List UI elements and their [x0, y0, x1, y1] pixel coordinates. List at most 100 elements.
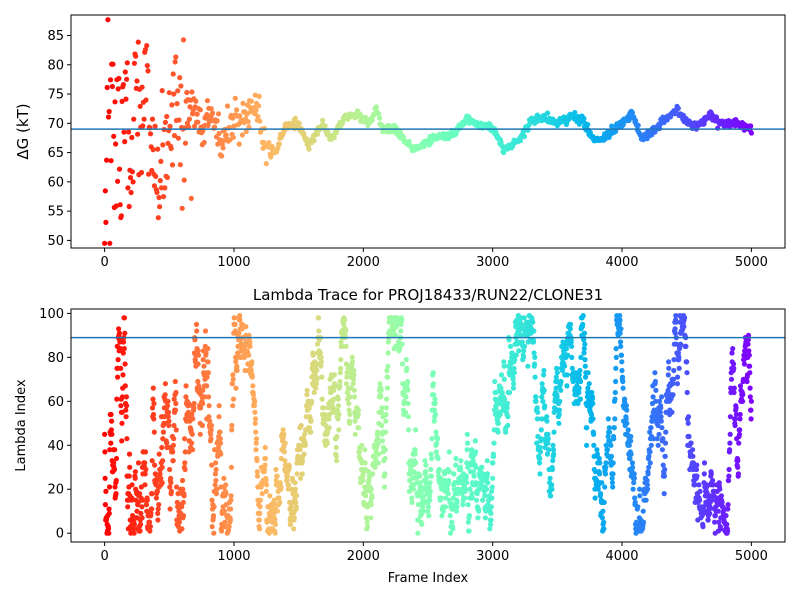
lambda-point — [532, 354, 538, 360]
lambda-point — [553, 374, 559, 380]
lambda-point — [620, 378, 626, 385]
lambda-point — [343, 343, 349, 349]
lambda-point — [217, 436, 223, 442]
lambda-point — [249, 374, 255, 380]
lambda-point — [308, 429, 314, 435]
lambda-point — [445, 491, 451, 497]
lambda-point — [420, 504, 426, 510]
lambda-point — [449, 519, 455, 525]
lambda-point — [569, 343, 575, 349]
dg-point-layer — [102, 17, 755, 246]
dg-point — [154, 189, 160, 195]
lambda-point — [231, 315, 238, 321]
dg-point — [141, 116, 147, 122]
lambda-chart-title: Lambda Trace for PROJ18433/RUN22/CLONE31 — [253, 286, 603, 304]
lambda-point — [423, 475, 429, 481]
lambda-point — [247, 339, 253, 345]
lambda-point — [419, 521, 425, 528]
lambda-point — [692, 482, 698, 488]
dg-point — [139, 84, 145, 90]
lambda-point — [229, 427, 235, 433]
lambda-point — [613, 378, 619, 385]
lambda-point — [267, 493, 273, 499]
lambda-point — [142, 449, 149, 455]
lambda-point — [553, 385, 559, 391]
dg-point — [128, 189, 134, 196]
lambda-point — [355, 411, 361, 418]
lambda-point — [143, 502, 150, 508]
lambda-point — [582, 341, 588, 347]
lambda-point — [427, 497, 433, 503]
lambda-point — [567, 321, 574, 327]
lambda-point — [712, 513, 719, 519]
lambda-point — [617, 317, 623, 323]
lambda-point — [617, 330, 623, 336]
lambda-point — [737, 427, 743, 433]
lambda-point — [495, 420, 501, 426]
lambda-point — [647, 460, 653, 466]
lambda-point — [158, 475, 164, 481]
lambda-point — [507, 343, 514, 349]
lambda-point — [490, 460, 496, 466]
lambda-point — [484, 458, 490, 464]
lambda-point — [655, 442, 661, 448]
lambda-point — [550, 458, 556, 464]
lambda-point — [612, 389, 618, 396]
dg-point — [602, 136, 608, 142]
lambda-point — [299, 471, 305, 477]
lambda-point — [575, 400, 581, 407]
lambda-point — [257, 497, 263, 503]
lambda-point — [469, 491, 475, 497]
lambda-point — [589, 394, 596, 400]
lambda-point — [601, 519, 607, 525]
lambda-point — [453, 462, 459, 468]
lambda-point — [737, 416, 743, 422]
lambda-point — [229, 381, 235, 387]
lambda-point — [549, 466, 556, 473]
lambda-point — [605, 416, 611, 422]
lambda-point — [675, 374, 681, 380]
lambda-point — [415, 502, 421, 508]
lambda-point — [195, 378, 201, 385]
lambda-point — [405, 378, 411, 385]
dg-point — [113, 141, 119, 147]
lambda-point — [473, 464, 479, 470]
lambda-point — [208, 436, 214, 442]
lambda-point — [171, 422, 177, 429]
lambda-point — [601, 526, 607, 532]
lambda-point — [278, 484, 284, 490]
lambda-point — [495, 429, 501, 435]
lambda-point — [143, 466, 149, 473]
lambda-point — [378, 394, 384, 400]
dg-point — [167, 123, 173, 129]
dg-point — [140, 123, 146, 129]
lambda-point — [372, 464, 378, 470]
lambda-point — [707, 510, 713, 516]
lambda-point — [655, 422, 661, 429]
lambda-point — [282, 440, 288, 446]
lambda-point — [147, 519, 153, 525]
lambda-point — [218, 451, 224, 457]
lambda-point — [216, 414, 222, 420]
lambda-point — [628, 433, 634, 440]
lambda-point — [182, 460, 188, 466]
lambda-point — [683, 343, 689, 349]
lambda-point — [613, 365, 619, 371]
lambda-point — [606, 425, 612, 431]
lambda-point — [612, 396, 618, 402]
lambda-point — [331, 396, 337, 402]
lambda-point — [338, 357, 344, 363]
lambda-point — [173, 427, 179, 433]
lambda-point — [433, 449, 439, 455]
lambda-point — [658, 405, 664, 411]
lambda-point — [150, 385, 156, 391]
lambda-point — [520, 354, 527, 360]
lambda-point — [199, 422, 205, 429]
lambda-point — [652, 378, 659, 385]
lambda-point — [676, 365, 682, 371]
dg-x-tick-label: 1000 — [217, 255, 250, 270]
lambda-point — [557, 398, 563, 404]
lambda-point — [684, 359, 690, 365]
lambda-point — [562, 341, 569, 347]
dg-point — [125, 185, 131, 191]
